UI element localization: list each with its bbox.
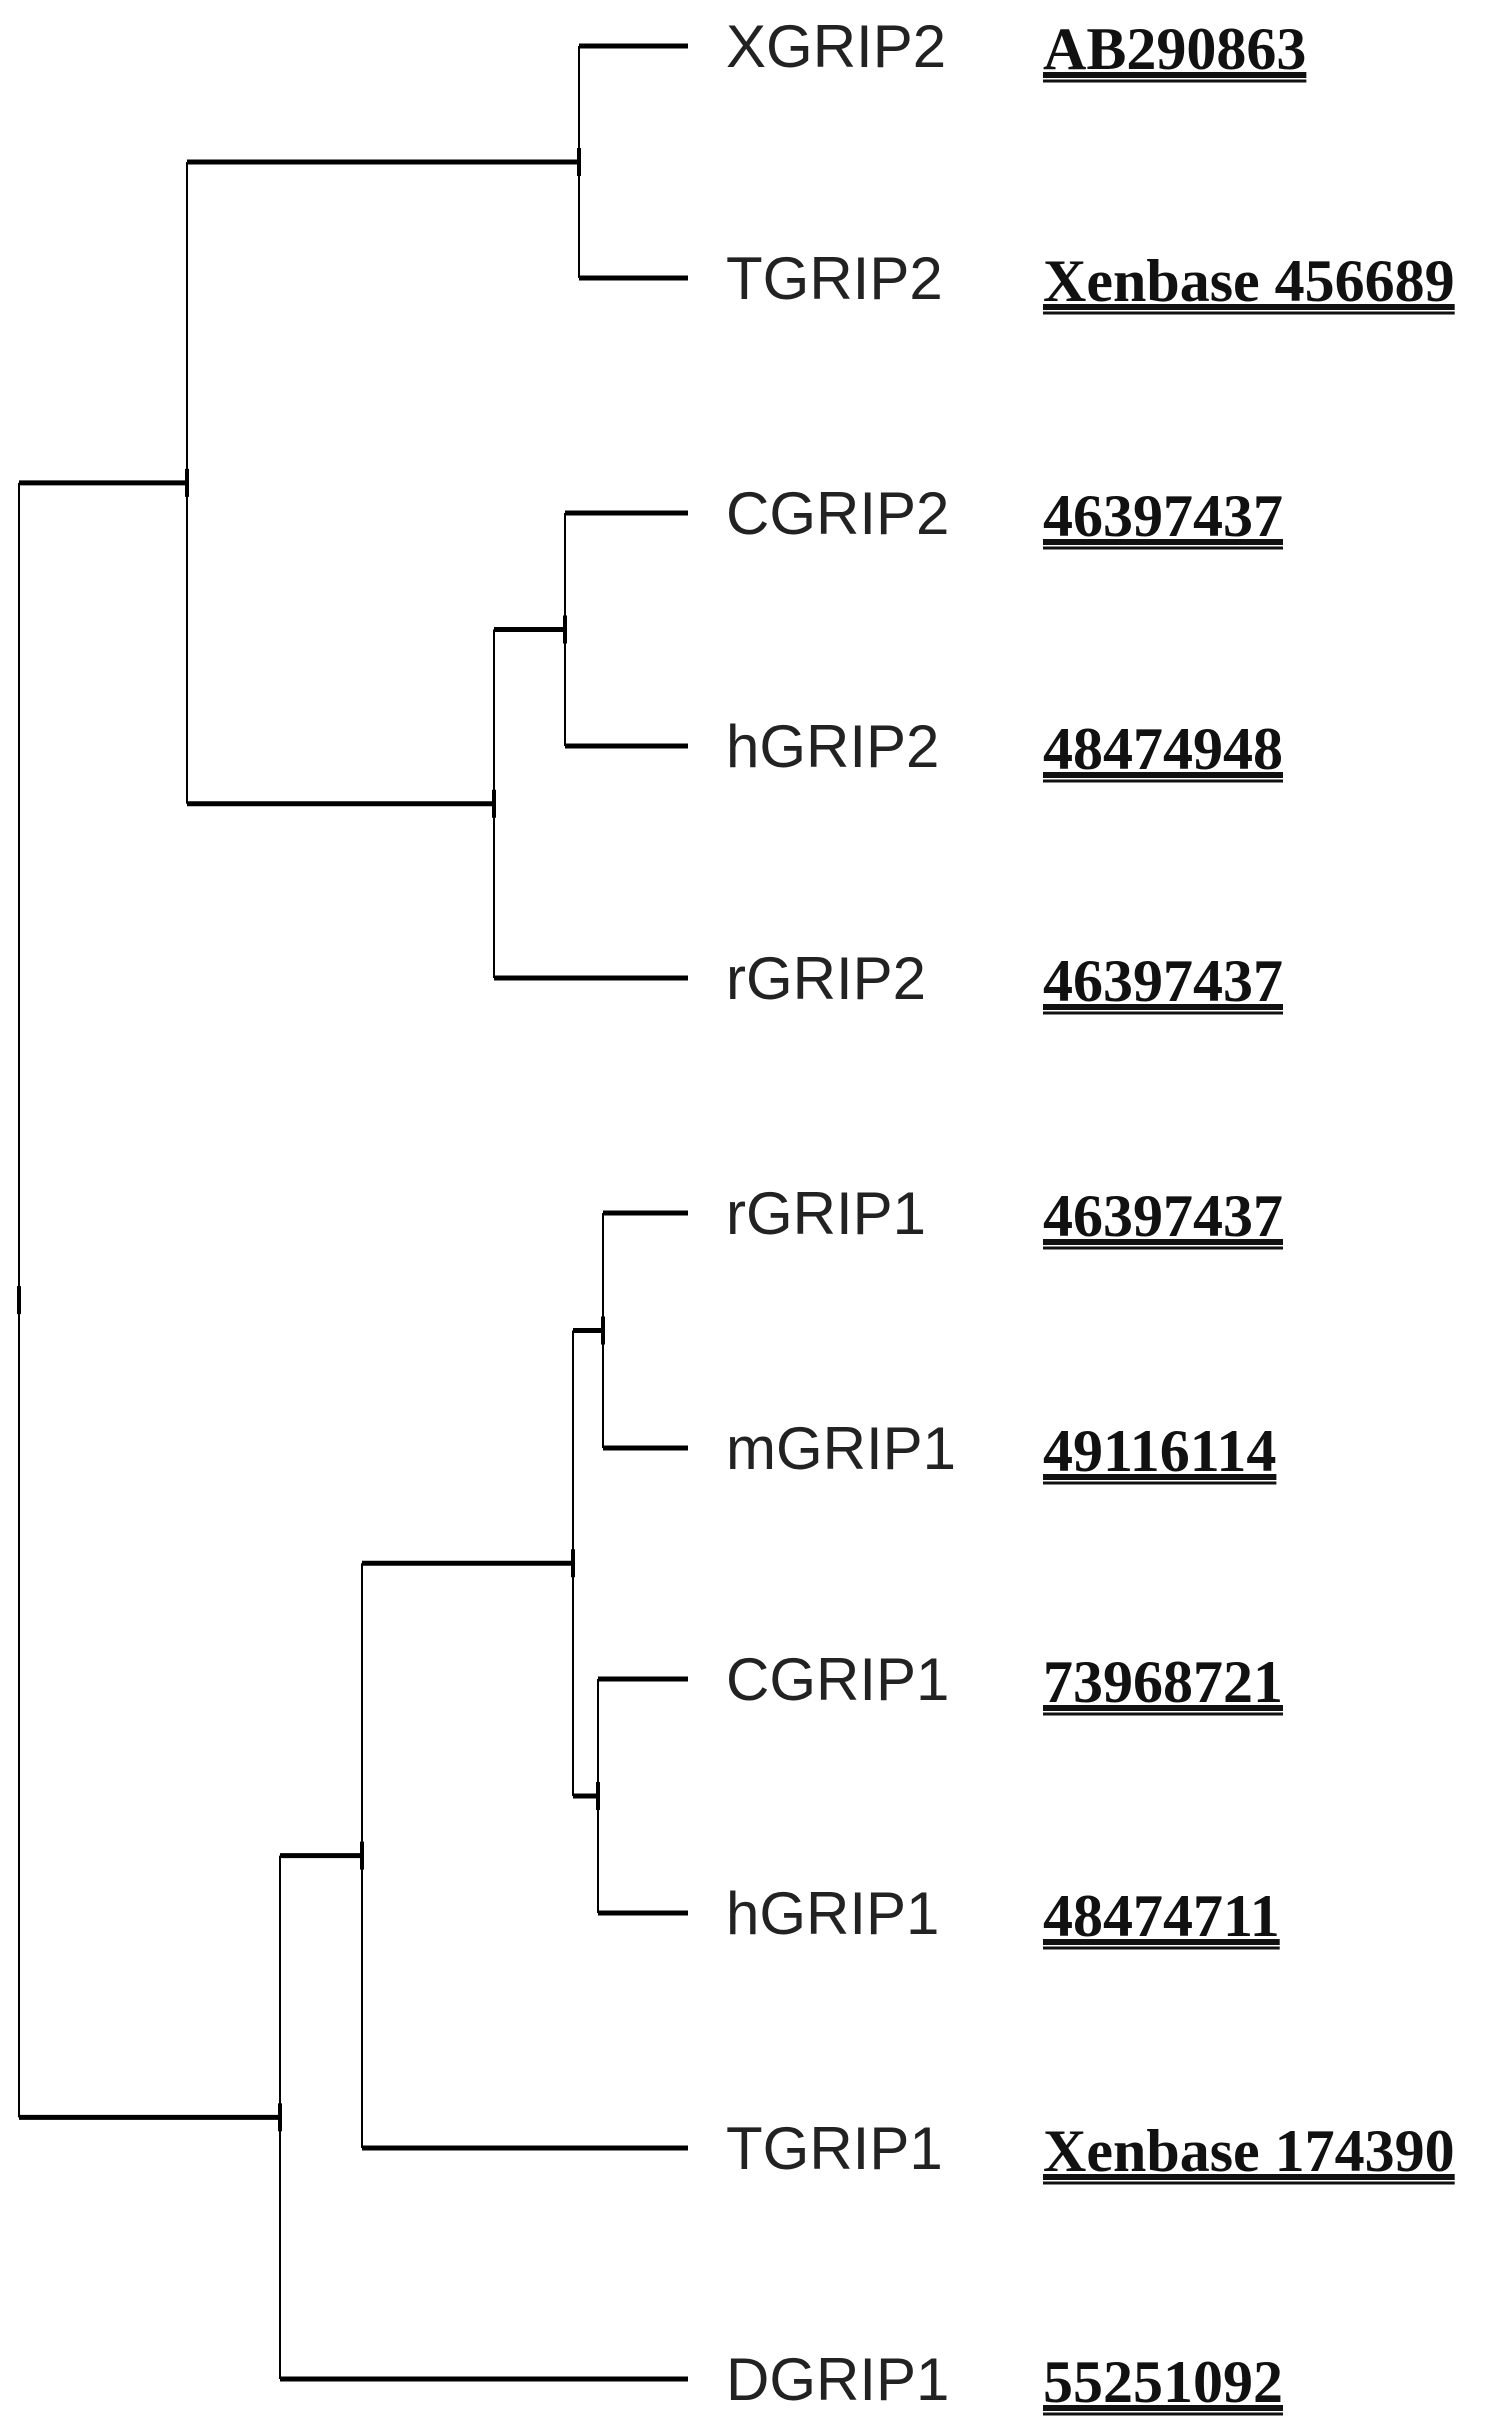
taxon-label: CGRIP2 bbox=[726, 480, 949, 547]
taxon-label: rGRIP2 bbox=[726, 945, 926, 1012]
taxon-label: DGRIP1 bbox=[726, 2346, 949, 2413]
accession-link[interactable]: 49116114 bbox=[1043, 1418, 1276, 1484]
taxon-label: XGRIP2 bbox=[726, 13, 946, 80]
accession-link[interactable]: 46397437 bbox=[1043, 948, 1283, 1014]
taxon-label: CGRIP1 bbox=[726, 1646, 949, 1713]
accession-link[interactable]: 46397437 bbox=[1043, 1183, 1283, 1249]
accession-link[interactable]: AB290863 bbox=[1043, 16, 1306, 82]
accession-link[interactable]: 55251092 bbox=[1043, 2349, 1283, 2415]
accession-link[interactable]: Xenbase 174390 bbox=[1043, 2118, 1455, 2184]
taxon-label: TGRIP1 bbox=[726, 2115, 943, 2182]
accession-link[interactable]: 46397437 bbox=[1043, 483, 1283, 549]
accession-link[interactable]: 48474948 bbox=[1043, 716, 1283, 782]
accession-link[interactable]: 48474711 bbox=[1043, 1883, 1280, 1949]
accession-link[interactable]: Xenbase 456689 bbox=[1043, 248, 1455, 314]
taxon-label: TGRIP2 bbox=[726, 245, 943, 312]
accession-link[interactable]: 73968721 bbox=[1043, 1649, 1283, 1715]
taxon-label: mGRIP1 bbox=[726, 1415, 956, 1482]
taxon-label: hGRIP1 bbox=[726, 1880, 939, 1947]
taxon-label: rGRIP1 bbox=[726, 1180, 926, 1247]
taxon-label: hGRIP2 bbox=[726, 713, 939, 780]
